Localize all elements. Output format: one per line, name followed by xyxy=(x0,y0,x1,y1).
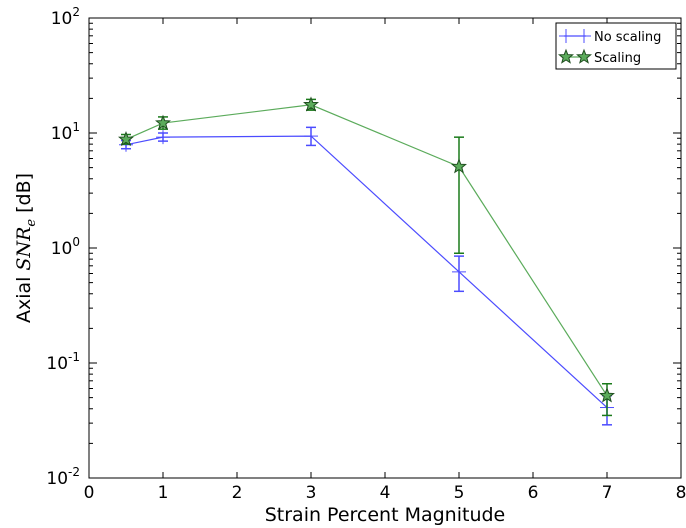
legend-entry: No scaling xyxy=(559,29,661,45)
legend-box xyxy=(555,22,677,70)
data-point-star xyxy=(451,158,467,174)
y-tick-label: 100 xyxy=(51,235,80,259)
data-point-star xyxy=(599,387,615,403)
legend: No scaling Scaling xyxy=(555,22,677,70)
legend-label: No scaling xyxy=(594,30,661,45)
series-line xyxy=(125,135,608,408)
series-group xyxy=(118,96,615,426)
plot-frame xyxy=(88,17,682,479)
y-tick-label: 10-1 xyxy=(46,350,80,374)
legend-entry: Scaling xyxy=(558,48,641,66)
y-tick-label: 102 xyxy=(51,5,80,29)
x-tick-label: 5 xyxy=(454,483,465,503)
y-axis-label: Axial SNRe [dB] xyxy=(13,173,39,323)
x-tick-label: 3 xyxy=(306,483,317,503)
x-tick-label: 6 xyxy=(528,483,539,503)
series-scaling xyxy=(118,96,615,417)
data-point-star xyxy=(303,96,319,112)
data-point-star xyxy=(576,48,592,64)
data-point-star xyxy=(558,48,574,64)
x-tick-label: 1 xyxy=(158,483,169,503)
axes: 0 1 2 3 4 5 6 7 8 10-2 10-1 100 101 102 Strain Percent… xyxy=(13,5,686,526)
data-point-star xyxy=(155,114,171,130)
x-axis-label: Strain Percent Magnitude xyxy=(265,504,506,526)
series-line xyxy=(125,104,608,396)
x-tick-label: 2 xyxy=(232,483,243,503)
legend-label: Scaling xyxy=(594,51,641,66)
series-no-scaling xyxy=(119,126,614,426)
x-tick-label: 7 xyxy=(602,483,613,503)
y-tick-label: 101 xyxy=(51,120,80,144)
x-tick-label: 0 xyxy=(84,483,95,503)
y-tick-label: 10-2 xyxy=(46,465,80,489)
data-point-star xyxy=(118,130,134,147)
x-tick-label: 8 xyxy=(676,483,686,503)
x-tick-label: 4 xyxy=(380,483,391,503)
